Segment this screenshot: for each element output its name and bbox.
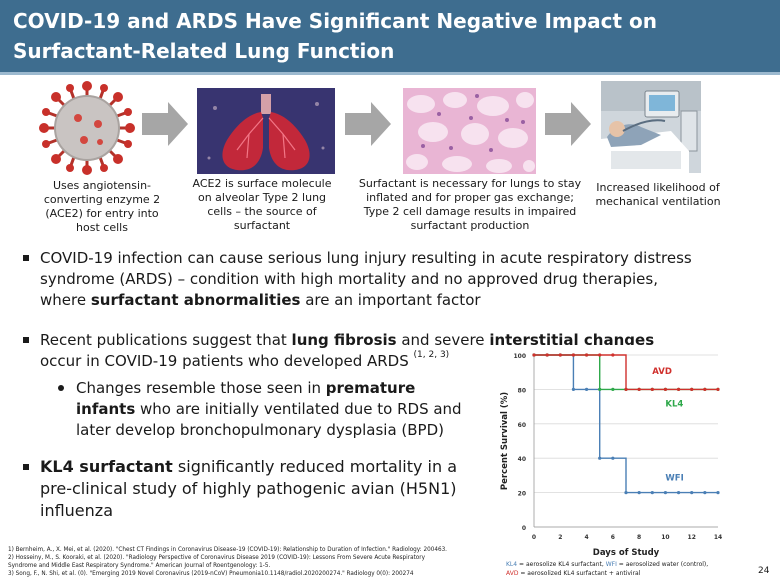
- bullet-line: later develop bronchopulmonary dysplasia…: [76, 421, 444, 439]
- arrow-icon: [545, 102, 591, 146]
- flow-caption-ace2: ACE2 is surface molecule on alveolar Typ…: [192, 177, 332, 232]
- ventilator-icon: [601, 81, 701, 173]
- legend-kl4-text: = aerosolize KL4 surfactant,: [517, 561, 606, 568]
- data-point-wfi: [703, 491, 707, 495]
- title-bar: COVID-19 and ARDS Have Significant Negat…: [0, 0, 780, 72]
- y-tick-label: 60: [518, 422, 526, 429]
- y-axis-label: Percent Survival (%): [500, 392, 510, 490]
- slide-title: COVID-19 and ARDS Have Significant Negat…: [13, 9, 657, 63]
- virus-icon: [38, 80, 136, 176]
- reference-item: 2) Hosseiny, M., S. Kooraki, et al. (202…: [8, 555, 425, 561]
- bullet-line: KL4 surfactant significantly reduced mor…: [40, 457, 458, 476]
- x-axis-label: Days of Study: [593, 548, 660, 558]
- data-point-avd: [532, 353, 536, 357]
- data-point-avd: [703, 387, 707, 391]
- arrow-icon: [142, 102, 188, 146]
- x-tick-label: 14: [714, 534, 722, 541]
- data-point-avd: [598, 353, 602, 357]
- data-point-avd: [558, 353, 562, 357]
- series-label-avd: AVD: [652, 367, 672, 377]
- data-point-kl4: [611, 387, 615, 391]
- legend-kl4-key: KL4: [506, 561, 518, 568]
- data-point-avd: [545, 353, 549, 357]
- bullet-line: infants who are initially ventilated due…: [76, 400, 462, 418]
- bullet-line: syndrome (ARDS) – condition with high mo…: [40, 270, 658, 288]
- flow-caption-ventilation: Increased likelihood of mechanical venti…: [595, 181, 721, 208]
- series-label-kl4: KL4: [665, 400, 683, 410]
- x-tick-label: 6: [611, 534, 615, 541]
- bullet-line: occur in COVID-19 patients who developed…: [40, 350, 450, 371]
- survival-chart: 0 20 40 60 80 100 0 2 4 6 8 10 12 14 Days of Study Perc…: [494, 345, 728, 561]
- bullet-line: COVID-19 infection can cause serious lun…: [40, 249, 692, 267]
- data-point-avd: [690, 387, 694, 391]
- x-tick-label: 8: [637, 534, 641, 541]
- data-point-wfi: [690, 491, 694, 495]
- y-tick-label: 0: [522, 525, 526, 532]
- data-point-avd: [663, 387, 668, 391]
- legend-wfi-text: = aerosolized water (control),: [616, 561, 709, 568]
- sub-bullet-marker: [58, 385, 64, 391]
- x-tick-label: 10: [661, 534, 669, 541]
- data-point-wfi: [637, 491, 641, 495]
- data-point-avd: [676, 387, 681, 391]
- data-point-wfi: [650, 491, 654, 495]
- legend-avd-key: AVD: [506, 570, 519, 577]
- bullet-marker: [23, 337, 29, 343]
- bullet-line: pre-clinical study of highly pathogenic …: [40, 479, 457, 498]
- data-point-wfi: [676, 491, 681, 495]
- bullet-marker: [23, 255, 29, 261]
- chart-background: [494, 345, 728, 561]
- x-tick-label: 2: [558, 534, 562, 541]
- references: 1) Bernheim, A., X. Mei, et al. (2020). …: [8, 546, 488, 578]
- data-point-avd: [571, 353, 576, 357]
- flow-caption-virus: Uses angiotensin-converting enzyme 2 (AC…: [43, 179, 161, 234]
- arrow-icon: [345, 102, 391, 146]
- page-number: 24: [758, 566, 770, 576]
- bullet-line: Changes resemble those seen in premature: [76, 379, 416, 397]
- reference-item: 3) Song, F., N. Shi, et al. (0). "Emergi…: [8, 571, 414, 577]
- data-point-avd: [650, 387, 654, 391]
- reference-item: 1) Bernheim, A., X. Mei, et al. (2020). …: [8, 547, 447, 553]
- citation-marker: (1, 2, 3): [413, 350, 450, 360]
- series-label-wfi: WFI: [665, 474, 683, 484]
- y-tick-label: 20: [518, 491, 526, 498]
- series-line-avd: [534, 354, 718, 391]
- data-point-kl4: [598, 387, 602, 391]
- data-point-wfi: [624, 491, 628, 495]
- legend-avd-text: = aerosolized KL4 surfactant + antiviral: [518, 570, 641, 577]
- data-point-avd: [716, 387, 720, 391]
- data-point-avd: [611, 353, 615, 357]
- y-tick-label: 40: [518, 456, 526, 463]
- data-point-wfi: [611, 456, 615, 460]
- title-rule: [0, 72, 780, 75]
- bullet-line: influenza: [40, 501, 113, 520]
- y-tick-label: 100: [513, 353, 526, 360]
- data-point-wfi: [663, 491, 668, 495]
- data-point-wfi: [571, 387, 576, 391]
- histology-icon: [403, 88, 536, 174]
- data-point-wfi: [598, 456, 602, 460]
- x-tick-label: 12: [688, 534, 696, 541]
- lungs-icon: [197, 88, 335, 174]
- reference-item: Syndrome and Middle East Respiratory Syn…: [8, 563, 271, 569]
- data-point-avd: [624, 387, 628, 391]
- data-point-wfi: [716, 491, 720, 495]
- bullet-line: Recent publications suggest that lung fi…: [40, 331, 655, 349]
- bullet-marker: [23, 464, 29, 470]
- x-tick-label: 4: [584, 534, 588, 541]
- chart-legend-note: KL4 = aerosolize KL4 surfactant, WFI = a…: [506, 560, 746, 578]
- data-point-avd: [584, 353, 589, 357]
- legend-wfi-key: WFI: [605, 561, 617, 568]
- data-point-wfi: [584, 387, 589, 391]
- y-tick-label: 80: [518, 387, 526, 394]
- x-tick-label: 0: [532, 534, 536, 541]
- bullet-line: where surfactant abnormalities are an im…: [40, 291, 481, 309]
- flow-caption-surfactant: Surfactant is necessary for lungs to sta…: [358, 177, 582, 232]
- data-point-avd: [637, 387, 641, 391]
